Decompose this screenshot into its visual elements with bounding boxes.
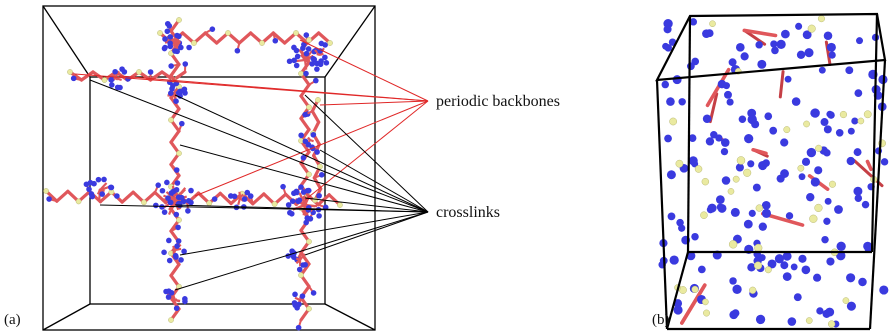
crosslink-pointer xyxy=(179,144,429,213)
panel-a-label: (a) xyxy=(4,312,21,328)
panel-b-box xyxy=(655,12,887,331)
crosslink-cluster xyxy=(291,291,306,311)
backbone-pointer xyxy=(119,75,429,102)
crosslink-cluster xyxy=(161,237,187,264)
backbone-chain xyxy=(291,37,319,331)
crosslink-pointer xyxy=(319,149,429,213)
crosslink-pointer xyxy=(174,211,429,291)
crosslink-cluster xyxy=(227,189,251,211)
panel-a-molecule xyxy=(43,17,343,331)
crosslink-cluster xyxy=(165,288,188,312)
crosslinks-label: crosslinks xyxy=(436,204,500,221)
backbone-pointer xyxy=(194,100,429,197)
backbone-chain xyxy=(163,17,185,323)
crosslink-cluster xyxy=(161,23,192,55)
backbone-pointer xyxy=(319,100,429,106)
crosslink-pointer xyxy=(304,211,429,256)
crosslink-pointer xyxy=(304,197,429,213)
periodic-backbones-label: periodic backbones xyxy=(436,93,560,110)
crosslink-pointer xyxy=(304,94,429,213)
panel-b-label: (b) xyxy=(652,312,670,328)
backbone-pointer xyxy=(304,100,429,201)
panel-a-box xyxy=(42,5,376,331)
panel-b-molecule xyxy=(658,15,889,328)
crosslink-pointer xyxy=(174,204,429,213)
crosslink-cluster xyxy=(166,79,188,105)
annotation-pointer-lines xyxy=(74,39,429,291)
crosslink-pointer xyxy=(174,94,429,213)
crosslink-pointer xyxy=(89,79,429,213)
backbone-pointer xyxy=(299,39,429,102)
crosslink-cluster xyxy=(285,184,322,226)
crosslink-pointer xyxy=(179,211,429,256)
crosslink-cluster xyxy=(314,40,330,68)
crosslink-cluster xyxy=(86,176,115,200)
